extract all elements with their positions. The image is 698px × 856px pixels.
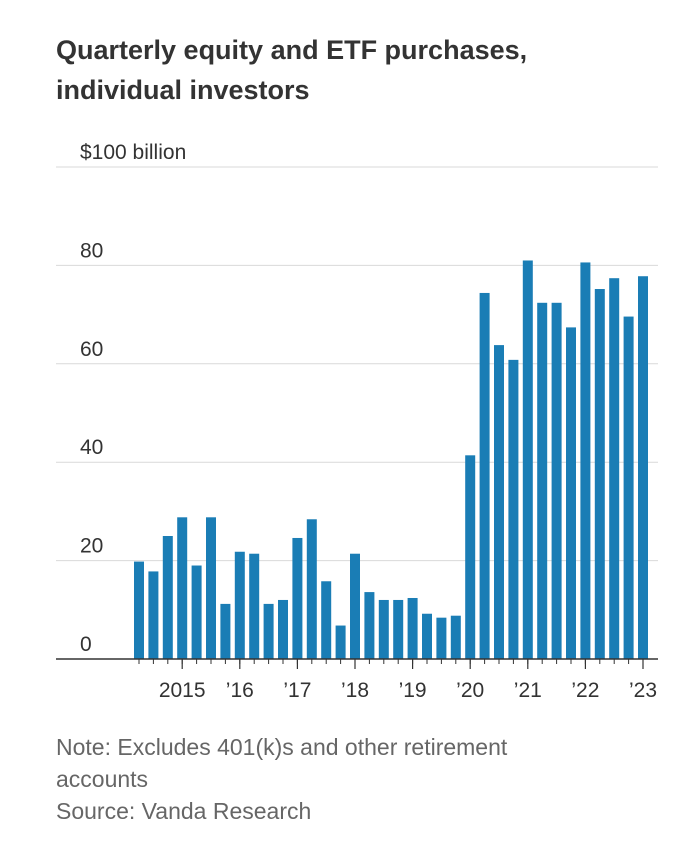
bar-2021-q3 — [551, 302, 562, 659]
bar-2020-q1 — [465, 455, 476, 659]
bar-2017-q3 — [321, 581, 332, 659]
source-line: Source: Vanda Research — [56, 798, 312, 824]
bar-2015-q1 — [177, 517, 188, 659]
bar-2017-q1 — [292, 537, 303, 659]
bar-2017-q2 — [306, 519, 317, 659]
bar-2014-q2 — [134, 561, 144, 659]
bar-2022-q3 — [609, 278, 620, 659]
bar-2014-q4 — [162, 536, 173, 659]
x-tick-label: ’18 — [341, 679, 369, 702]
y-tick-label-40: 40 — [80, 436, 103, 459]
x-tick-label: ’22 — [571, 679, 599, 702]
bar-2014-q3 — [148, 571, 159, 659]
bar-2019-q4 — [450, 615, 461, 659]
y-tick-label-60: 60 — [80, 338, 103, 361]
chart-title-line-1: Quarterly equity and ETF purchases, — [56, 35, 528, 65]
bar-2018-q4 — [393, 599, 404, 659]
note-line-2: accounts — [56, 766, 149, 792]
bar-2021-q4 — [566, 327, 576, 659]
bar-2023-q1 — [638, 276, 648, 659]
bar-2018-q2 — [364, 592, 375, 659]
y-tick-label-80: 80 — [80, 239, 103, 262]
x-tick-label: ’20 — [456, 679, 484, 702]
bar-2019-q2 — [422, 613, 432, 659]
x-tick-label: ’16 — [226, 679, 254, 702]
bar-2015-q3 — [206, 517, 216, 659]
bars — [134, 260, 648, 659]
bar-2015-q4 — [220, 603, 231, 659]
bar-2016-q1 — [234, 551, 245, 659]
bar-2022-q1 — [580, 262, 591, 659]
y-tick-label-100: $100 billion — [80, 141, 186, 164]
x-tick-label: 2015 — [159, 679, 206, 702]
bar-2019-q3 — [436, 617, 447, 659]
bar-2018-q1 — [350, 553, 360, 659]
y-tick-label-0: 0 — [80, 633, 92, 656]
bar-2020-q2 — [479, 292, 490, 659]
bar-2015-q2 — [191, 565, 202, 659]
bar-2016-q4 — [278, 599, 288, 659]
tick-labels: 0 20 40 60 80 $100 billion 2015 ’16 ’17 ’18 ’19 ’20… — [80, 141, 657, 702]
bar-2016-q3 — [263, 603, 274, 659]
bar-2021-q1 — [522, 260, 533, 659]
bar-2022-q2 — [594, 289, 605, 659]
x-tick-label: ’23 — [629, 679, 657, 702]
bar-2021-q2 — [537, 302, 548, 659]
chart-title-line-2: individual investors — [56, 75, 310, 105]
x-tick-label: ’19 — [399, 679, 427, 702]
bar-2018-q3 — [378, 599, 389, 659]
note-line-1: Note: Excludes 401(k)s and other retirem… — [56, 734, 508, 760]
x-tick-label: ’21 — [514, 679, 542, 702]
bar-2016-q2 — [249, 553, 260, 659]
bar-2020-q4 — [508, 359, 519, 659]
y-tick-label-20: 20 — [80, 535, 103, 558]
bar-2017-q4 — [335, 625, 346, 659]
bar-2020-q3 — [494, 345, 504, 659]
bar-chart: 0 20 40 60 80 $100 billion 2015 ’16 ’17 ’18 ’19 ’20… — [56, 141, 658, 702]
x-axis — [56, 658, 658, 669]
x-tick-label: ’17 — [283, 679, 311, 702]
chart-title: Quarterly equity and ETF purchases, indi… — [56, 30, 676, 110]
chart-notes: Note: Excludes 401(k)s and other retirem… — [56, 731, 676, 827]
bar-2022-q4 — [623, 316, 634, 659]
bar-2019-q1 — [407, 597, 418, 659]
